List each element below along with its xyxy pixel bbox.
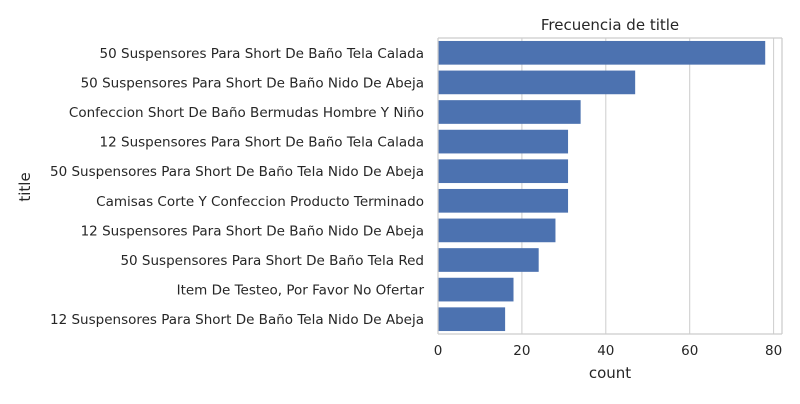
bar	[438, 100, 581, 124]
x-tick-label: 20	[513, 343, 530, 359]
x-tick-labels: 0 20 40 60 80	[434, 343, 783, 359]
bar	[438, 40, 766, 65]
x-tick-label: 60	[681, 343, 698, 359]
y-tick-label: 12 Suspensores Para Short De Baño Tela N…	[50, 312, 424, 328]
x-tick-label: 80	[765, 343, 782, 359]
y-tick-label: Confeccion Short De Baño Bermudas Hombre…	[69, 105, 424, 121]
bar	[438, 159, 569, 184]
y-tick-label: 50 Suspensores Para Short De Baño Tela N…	[50, 164, 424, 180]
y-tick-label: 50 Suspensores Para Short De Baño Nido D…	[81, 75, 424, 91]
bar	[438, 70, 636, 95]
bar	[438, 248, 539, 272]
bar	[438, 277, 514, 302]
chart-title: Frecuencia de title	[541, 16, 679, 34]
bars	[438, 40, 766, 332]
y-axis-label: title	[16, 172, 34, 201]
bar	[438, 218, 556, 243]
y-tick-labels: 50 Suspensores Para Short De Baño Tela C…	[50, 46, 424, 328]
y-tick-label: 12 Suspensores Para Short De Baño Nido D…	[81, 223, 424, 239]
y-tick-label: 50 Suspensores Para Short De Baño Tela C…	[100, 46, 424, 62]
bar	[438, 188, 569, 213]
y-tick-label: 50 Suspensores Para Short De Baño Tela R…	[120, 253, 424, 269]
y-tick-label: Camisas Corte Y Confeccion Producto Term…	[96, 194, 424, 210]
x-tick-label: 40	[597, 343, 614, 359]
bar	[438, 129, 569, 154]
bar	[438, 307, 506, 332]
x-axis-label: count	[589, 364, 631, 382]
y-tick-label: 12 Suspensores Para Short De Baño Tela C…	[100, 135, 424, 151]
axes-frame	[437, 37, 783, 335]
x-tick-label: 0	[434, 343, 443, 359]
y-tick-label: Item De Testeo, Por Favor No Ofertar	[177, 283, 425, 299]
